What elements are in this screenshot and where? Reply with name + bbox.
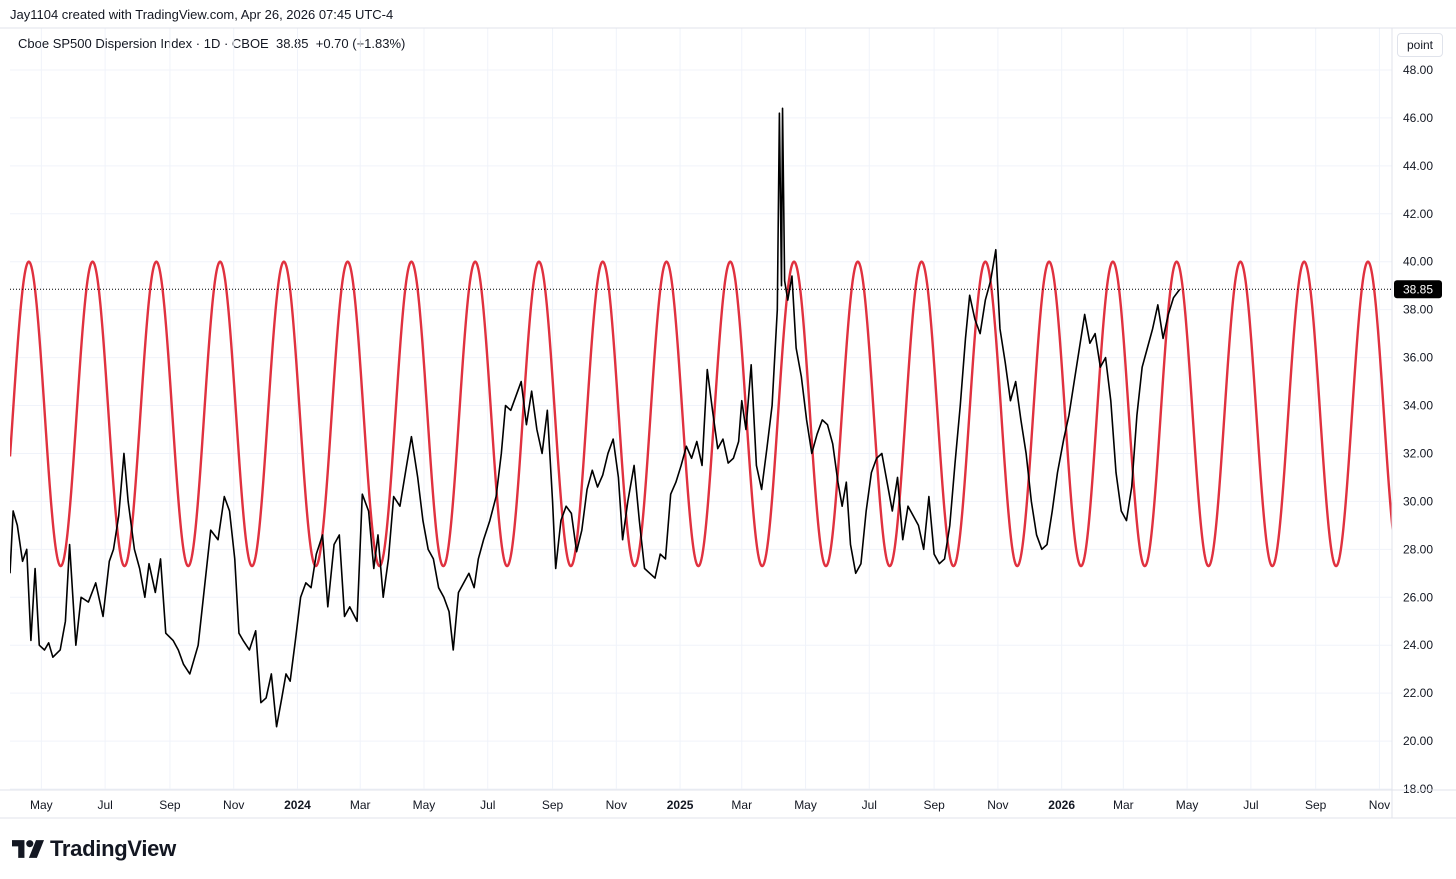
y-tick-label: 20.00 — [1403, 734, 1433, 748]
x-tick-label: Mar — [1113, 798, 1134, 812]
y-tick-label: 30.00 — [1403, 494, 1433, 508]
x-tick-label: Sep — [1305, 798, 1327, 812]
x-tick-label: Sep — [159, 798, 181, 812]
y-tick-label: 40.00 — [1403, 255, 1433, 269]
x-tick-label: Jul — [480, 798, 495, 812]
y-tick-label: 46.00 — [1403, 111, 1433, 125]
x-tick-label: May — [30, 798, 53, 812]
x-tick-label: May — [794, 798, 817, 812]
x-tick-label: Jul — [97, 798, 112, 812]
x-tick-label: May — [413, 798, 436, 812]
y-tick-label: 38.00 — [1403, 303, 1433, 317]
grid — [10, 28, 1392, 790]
x-tick-label: Sep — [542, 798, 564, 812]
x-tick-label: May — [1176, 798, 1199, 812]
y-tick-label: 36.00 — [1403, 351, 1433, 365]
chart-credit: Jay1104 created with TradingView.com, Ap… — [10, 7, 394, 22]
x-tick-label: Nov — [606, 798, 627, 812]
y-tick-label: 24.00 — [1403, 638, 1433, 652]
y-tick-label: 22.00 — [1403, 686, 1433, 700]
legend-symbol: Cboe SP500 Dispersion Index · 1D · CBOE — [18, 36, 269, 51]
brand-text: TradingView — [50, 836, 176, 861]
x-tick-label: Mar — [731, 798, 752, 812]
dispersion-index-line — [10, 107, 1181, 728]
x-tick-label: Nov — [223, 798, 244, 812]
x-tick-label: Nov — [987, 798, 1008, 812]
tradingview-logo-icon — [12, 840, 44, 858]
x-tick-label: 2025 — [667, 798, 694, 812]
tradingview-logo[interactable]: TradingView — [12, 836, 176, 862]
cycle-sine-line — [10, 260, 1392, 568]
axes: 18.00 20.00 22.00 24.00 26.00 28.00 30.00 32.00… — [0, 27, 1456, 819]
last-price-badge — [1394, 280, 1442, 299]
y-tick-label: 32.00 — [1403, 446, 1433, 460]
y-tick-label: 42.00 — [1403, 207, 1433, 221]
x-tick-label: Sep — [923, 798, 945, 812]
legend-last-value: 38.85 — [275, 36, 309, 51]
last-price-badge-label: 38.85 — [1403, 282, 1433, 296]
y-tick-label: 34.00 — [1403, 399, 1433, 413]
y-tick-label: 26.00 — [1403, 590, 1433, 604]
x-tick-label: Nov — [1369, 798, 1390, 812]
y-tick-label: 48.00 — [1403, 63, 1433, 77]
x-tick-label: Mar — [350, 798, 371, 812]
x-tick-label: Jul — [862, 798, 877, 812]
price-unit-button[interactable]: point — [1397, 33, 1443, 57]
x-tick-label: Jul — [1243, 798, 1258, 812]
y-tick-label: 18.00 — [1403, 782, 1433, 796]
x-tick-label: 2026 — [1048, 798, 1075, 812]
y-tick-label: 44.00 — [1403, 159, 1433, 173]
x-tick-label: 2024 — [284, 798, 311, 812]
y-tick-label: 28.00 — [1403, 542, 1433, 556]
series-layer — [10, 107, 1392, 728]
